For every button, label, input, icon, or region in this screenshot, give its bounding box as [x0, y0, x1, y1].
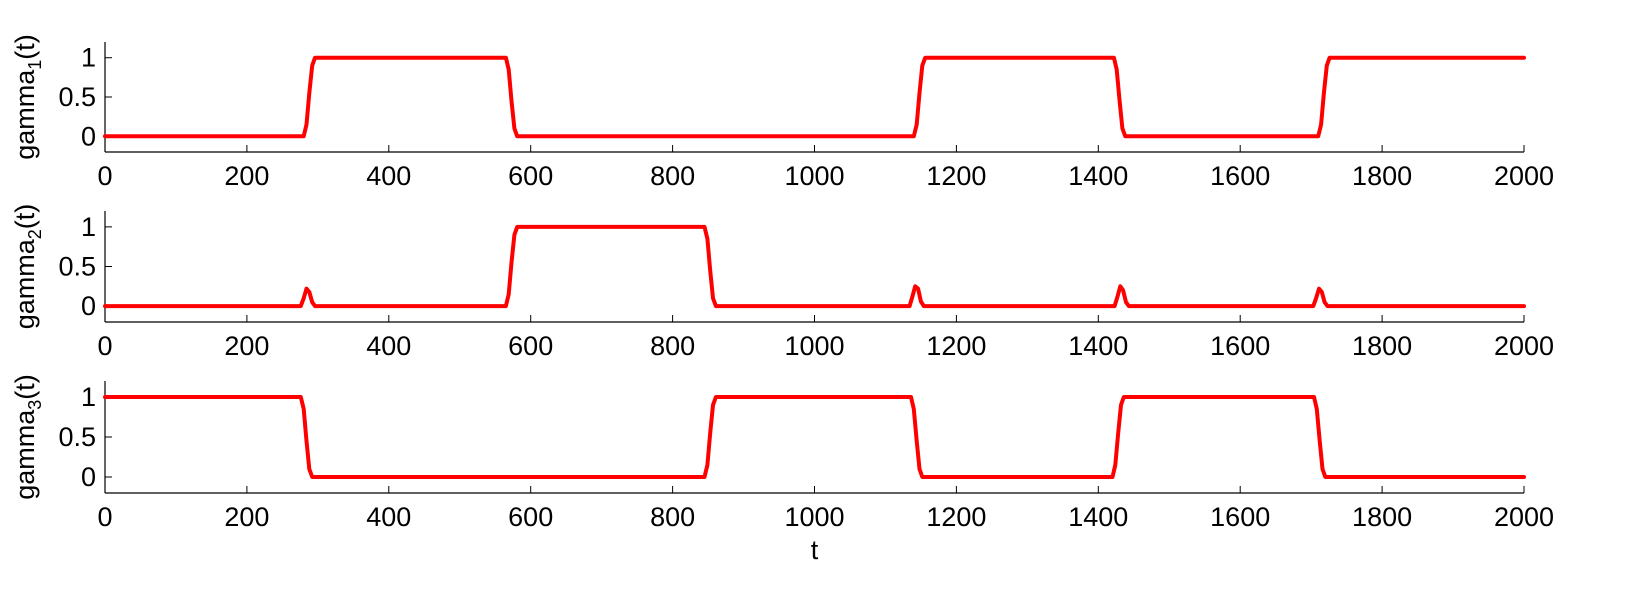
y-tick-label: 0.5	[58, 422, 96, 452]
x-tick-label: 200	[224, 502, 269, 532]
series-line-gamma-1	[103, 55, 1526, 139]
series-line-gamma-2	[103, 224, 1526, 309]
x-tick-label: 400	[366, 502, 411, 532]
x-tick-label: 0	[97, 331, 112, 361]
y-axis-label-suffix: (t)	[10, 34, 40, 59]
x-tick-label: 1000	[784, 331, 844, 361]
x-tick-label: 2000	[1494, 331, 1554, 361]
x-tick-label: 1200	[926, 161, 986, 191]
x-tick-label: 800	[650, 502, 695, 532]
subplot-1: 0 200 400 600 800 1000 1200 1400 1600 1800 2000 0 0.…	[10, 34, 1554, 191]
y-axis-label-main: gamma	[10, 69, 40, 160]
x-tick-label: 1400	[1068, 331, 1128, 361]
subplot-2: 0 200 400 600 800 1000 1200 1400 1600 1800 2000 0 0.…	[10, 204, 1554, 361]
x-axis-label: t	[811, 535, 819, 565]
subplot-3: 0 200 400 600 800 1000 1200 1400 1600 1800 2000 0 0.…	[10, 374, 1554, 565]
x-tick-label: 2000	[1494, 502, 1554, 532]
y-tick-label: 0.5	[58, 82, 96, 112]
y-tick-label: 0	[81, 291, 96, 321]
x-tick-label: 1600	[1210, 502, 1270, 532]
x-tick-label: 400	[366, 331, 411, 361]
y-axis-label-suffix: (t)	[10, 374, 40, 399]
x-tick-label: 1000	[784, 161, 844, 191]
x-tick-label: 2000	[1494, 161, 1554, 191]
x-tick-label: 1400	[1068, 502, 1128, 532]
x-tick-label: 0	[97, 161, 112, 191]
y-axis-label-suffix: (t)	[10, 204, 40, 229]
y-tick-label: 1	[81, 382, 96, 412]
series-line-gamma-3	[103, 395, 1526, 479]
x-tick-label: 800	[650, 161, 695, 191]
y-axis-label-subscript: 1	[25, 60, 45, 70]
x-tick-label: 600	[508, 161, 553, 191]
x-tick-label: 200	[224, 331, 269, 361]
x-tick-label: 1200	[926, 331, 986, 361]
x-tick-label: 400	[366, 161, 411, 191]
x-tick-label: 1600	[1210, 331, 1270, 361]
x-tick-label: 1400	[1068, 161, 1128, 191]
y-tick-label: 0.5	[58, 252, 96, 282]
x-tick-label: 1800	[1352, 161, 1412, 191]
x-tick-label: 1600	[1210, 161, 1270, 191]
y-axis-label-subscript: 3	[25, 400, 45, 410]
y-tick-label: 0	[81, 121, 96, 151]
x-tick-label: 600	[508, 331, 553, 361]
y-axis-label-main: gamma	[10, 238, 40, 329]
y-tick-label: 1	[81, 212, 96, 242]
y-tick-label: 0	[81, 462, 96, 492]
x-tick-label: 800	[650, 331, 695, 361]
y-axis-label-subscript: 2	[25, 229, 45, 239]
y-axis-label-main: gamma	[10, 409, 40, 500]
x-tick-label: 1200	[926, 502, 986, 532]
y-tick-label: 1	[81, 43, 96, 73]
x-tick-label: 200	[224, 161, 269, 191]
x-tick-label: 0	[97, 502, 112, 532]
y-axis-label: gamma1(t)	[10, 34, 45, 160]
x-tick-label: 600	[508, 502, 553, 532]
y-axis-label: gamma2(t)	[10, 204, 45, 330]
x-tick-label: 1000	[784, 502, 844, 532]
x-tick-label: 1800	[1352, 502, 1412, 532]
x-tick-label: 1800	[1352, 331, 1412, 361]
y-axis-label: gamma3(t)	[10, 374, 45, 500]
